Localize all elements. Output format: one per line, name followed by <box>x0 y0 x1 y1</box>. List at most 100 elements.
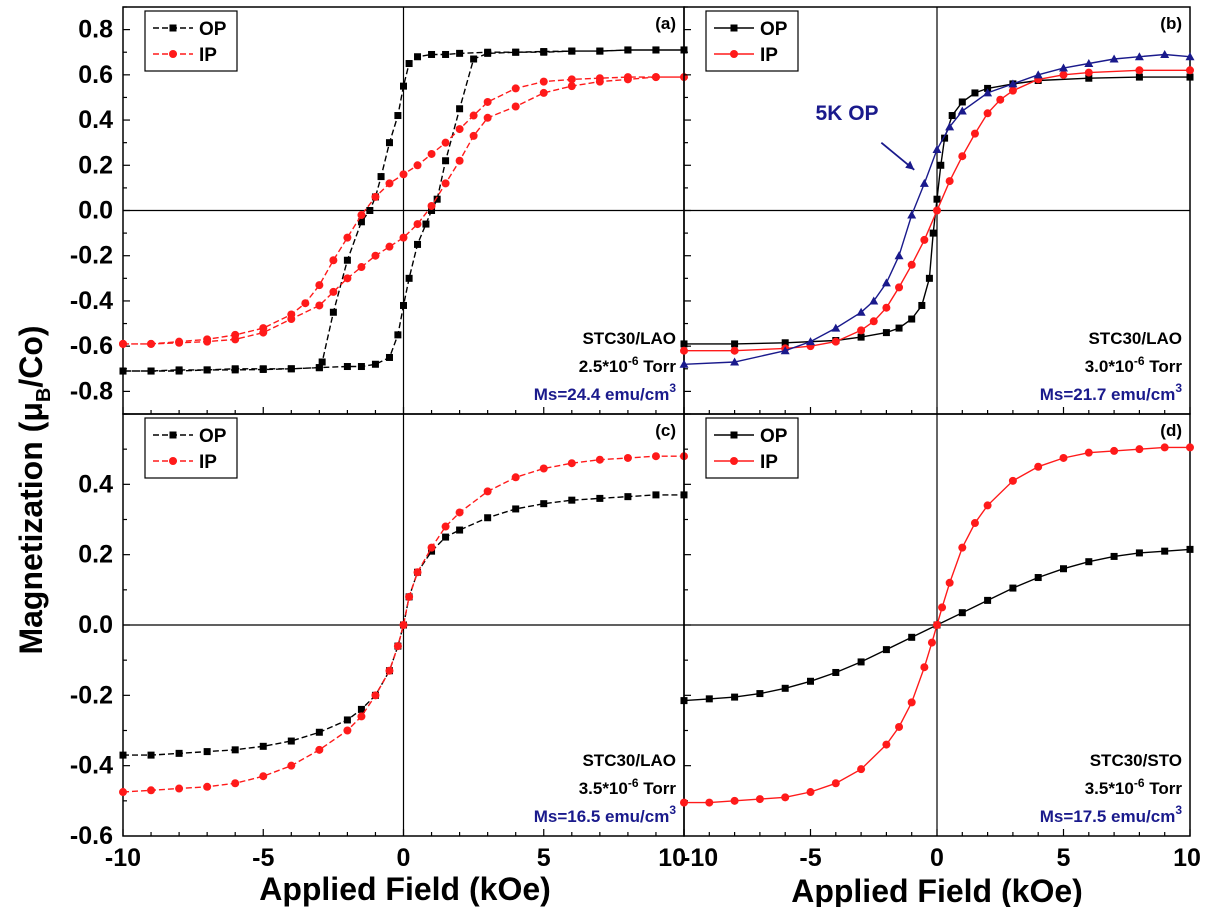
pressure-label: 3.5*10-6 Torr <box>1085 776 1183 798</box>
data-point <box>358 363 365 370</box>
y-tick-label: -0.8 <box>70 377 113 405</box>
legend-marker <box>169 457 177 465</box>
data-point <box>1135 445 1143 453</box>
data-point <box>414 161 422 169</box>
data-point <box>484 114 492 122</box>
data-point <box>394 112 401 119</box>
data-point <box>301 299 309 307</box>
data-point <box>232 365 239 372</box>
data-point <box>959 98 966 105</box>
data-point <box>958 152 966 160</box>
data-point <box>895 283 903 291</box>
data-point <box>540 465 548 473</box>
data-point <box>400 83 407 90</box>
data-point <box>652 452 660 460</box>
ms-value: Ms=24.4 emu/cm <box>534 385 670 404</box>
pressure-unit: Torr <box>639 357 677 376</box>
data-point <box>343 274 351 282</box>
data-point <box>1035 574 1042 581</box>
data-point <box>386 354 393 361</box>
legend-marker <box>170 432 177 439</box>
data-point <box>596 495 603 502</box>
data-point <box>858 658 865 665</box>
data-point <box>372 361 379 368</box>
data-point <box>343 234 351 242</box>
data-point <box>394 642 402 650</box>
data-point <box>1060 71 1068 79</box>
pressure-value: 2.5*10 <box>579 357 628 376</box>
pressure-exponent: -6 <box>1134 354 1145 368</box>
data-point <box>120 752 127 759</box>
data-point <box>958 107 967 115</box>
data-point <box>596 48 603 55</box>
y-title-sub: B <box>33 388 55 402</box>
legend: OP IP <box>706 11 798 71</box>
panel-label: (d) <box>1160 421 1182 440</box>
data-point <box>1009 87 1017 95</box>
data-point <box>1136 74 1143 81</box>
ms-value: Ms=17.5 emu/cm <box>1040 807 1176 826</box>
legend: OP IP <box>145 11 237 71</box>
data-point <box>1085 449 1093 457</box>
data-point <box>148 368 155 375</box>
data-point <box>119 340 127 348</box>
data-point <box>456 105 463 112</box>
data-point <box>731 347 739 355</box>
data-point <box>203 783 211 791</box>
data-point <box>1161 443 1169 451</box>
data-point <box>315 746 323 754</box>
data-point <box>680 347 688 355</box>
pressure-unit: Torr <box>1145 357 1183 376</box>
x-axis-title-right: Applied Field (kOe) <box>791 873 1083 907</box>
data-point <box>920 236 928 244</box>
data-point <box>366 207 373 214</box>
data-point <box>857 326 865 334</box>
pressure-label: 2.5*10-6 Torr <box>579 354 677 376</box>
data-point <box>1187 546 1194 553</box>
y-tick-label: 0.2 <box>78 541 113 569</box>
pressure-exponent: -6 <box>628 354 639 368</box>
data-point <box>456 508 464 516</box>
data-point <box>933 621 941 629</box>
data-point <box>731 797 739 805</box>
pressure-label: 3.0*10-6 Torr <box>1085 354 1183 376</box>
data-point <box>176 750 183 757</box>
data-point <box>920 663 928 671</box>
data-point <box>400 621 408 629</box>
data-point <box>858 334 865 341</box>
legend-label: OP <box>199 426 227 447</box>
sample-name: STC30/STO <box>1090 751 1182 770</box>
data-point <box>394 331 401 338</box>
data-point <box>781 793 789 801</box>
data-point <box>1110 447 1118 455</box>
data-point <box>386 139 393 146</box>
legend-label: OP <box>760 19 788 40</box>
data-point <box>147 340 155 348</box>
y-title-prefix: Magnetization (μ <box>13 402 49 654</box>
data-point <box>175 339 183 347</box>
ms-value: Ms=16.5 emu/cm <box>534 807 670 826</box>
data-point <box>652 46 659 53</box>
data-point <box>1160 50 1169 58</box>
data-point <box>259 329 267 337</box>
data-point <box>652 73 660 81</box>
ms-value: Ms=21.7 emu/cm <box>1040 385 1176 404</box>
legend-label: OP <box>760 426 788 447</box>
data-point <box>470 56 477 63</box>
data-point <box>895 251 904 259</box>
arrow-head <box>905 161 914 170</box>
data-point <box>1187 74 1194 81</box>
data-point <box>870 317 878 325</box>
data-point <box>933 207 941 215</box>
data-point <box>442 51 449 58</box>
data-point <box>428 202 436 210</box>
data-point <box>422 221 429 228</box>
data-point <box>428 544 436 552</box>
data-point <box>984 501 992 509</box>
panels-group: -0.8 -0.6 -0.4 -0.2 0.0 0.2 0.4 0.6 0.8 OP IP (a) ST… <box>70 7 1201 872</box>
arrow-label-5k-op: 5K OP <box>816 102 879 125</box>
data-point <box>400 302 407 309</box>
data-point <box>148 752 155 759</box>
data-point <box>731 694 738 701</box>
legend-label: IP <box>760 45 778 66</box>
